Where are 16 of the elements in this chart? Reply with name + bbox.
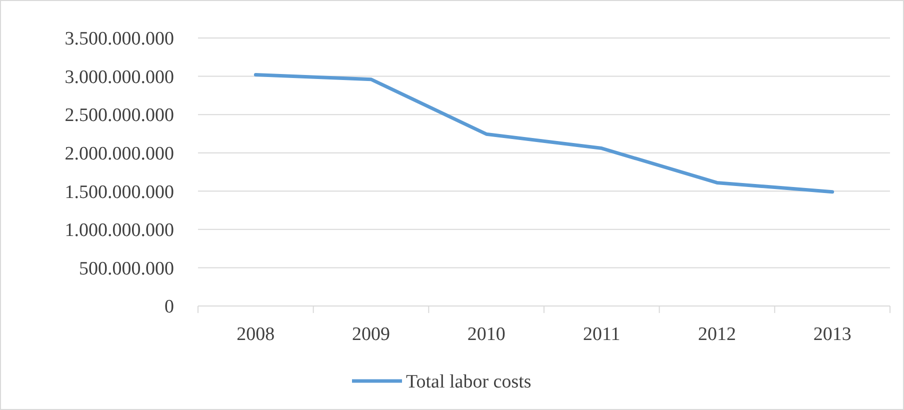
y-tick-label: 500.000.000 — [79, 258, 174, 280]
x-tick-label: 2010 — [467, 324, 506, 345]
y-tick-label: 2.500.000.000 — [64, 105, 174, 126]
y-tick-label: 2.000.000.000 — [64, 144, 174, 165]
y-tick-label: 1.500.000.000 — [64, 182, 174, 203]
y-tick-label: 3.500.000.000 — [64, 28, 174, 50]
legend-label: Total labor costs — [406, 372, 532, 393]
y-tick-label: 3.000.000.000 — [64, 66, 174, 88]
line-series — [254, 73, 834, 194]
y-tick-label: 0 — [164, 296, 174, 318]
x-tick-label: 2009 — [352, 324, 390, 345]
x-tick-label: 2013 — [813, 324, 852, 345]
x-tick-label: 2012 — [698, 324, 736, 345]
y-tick-label: 1.000.000.000 — [64, 220, 174, 242]
x-tick-label: 2011 — [583, 324, 620, 345]
x-tick-label: 2008 — [236, 324, 275, 345]
